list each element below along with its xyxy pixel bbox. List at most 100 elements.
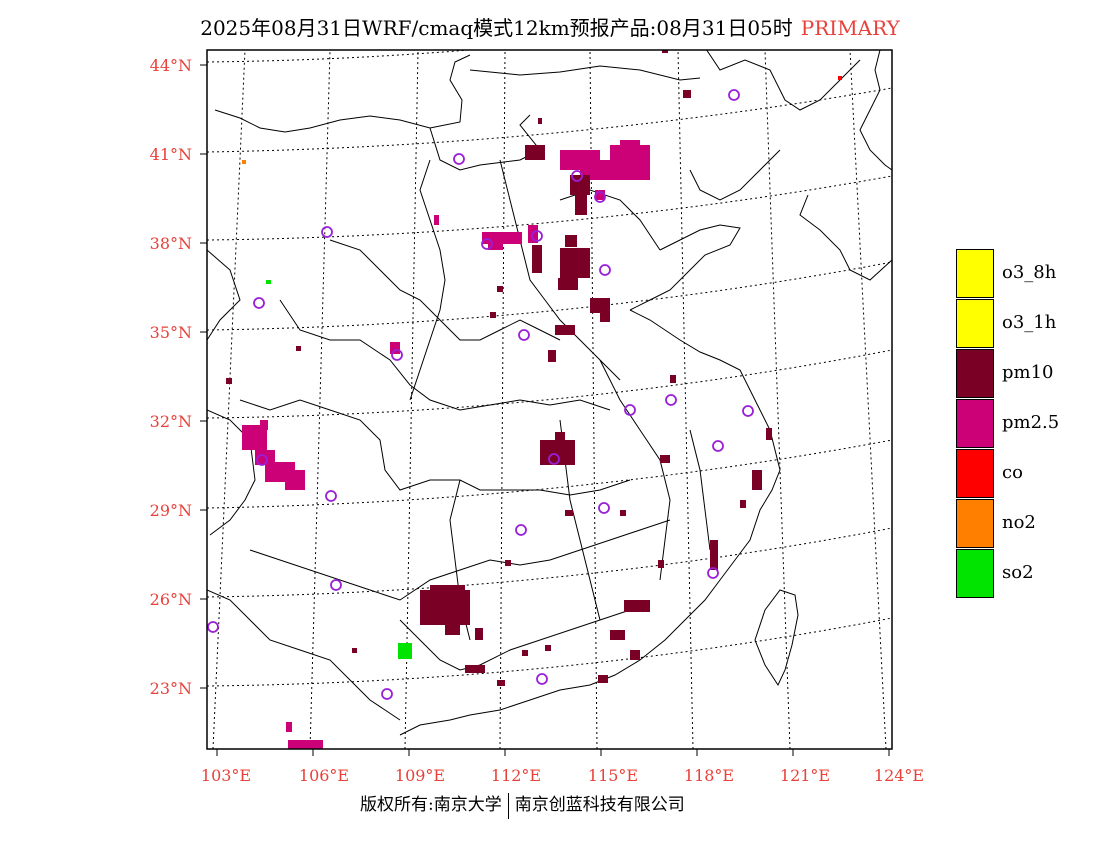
pm25-cell: [488, 242, 503, 250]
graticule: [207, 50, 892, 749]
pm10-cell: [565, 235, 577, 247]
station-marker: [381, 688, 393, 700]
legend-item-co: co: [956, 449, 1096, 499]
lat-label-44n: 44°N: [150, 56, 192, 75]
station-markers: [207, 89, 754, 700]
station-marker: [391, 349, 403, 361]
lat-label-38n: 38°N: [150, 234, 192, 253]
legend-swatch-co: [956, 449, 994, 498]
pm10-cell: [683, 90, 691, 98]
pm10-cell: [497, 286, 503, 292]
legend-swatch-no2: [956, 499, 994, 548]
pm25-cell: [285, 470, 305, 490]
pm10-cell: [352, 648, 357, 653]
pm10-cell: [766, 428, 772, 440]
station-marker: [453, 153, 465, 165]
pm10-cell: [662, 50, 668, 53]
pm10-cell: [532, 245, 542, 273]
pollutant-legend: o3_8h o3_1h pm10 pm2.5 co no2 so2: [956, 249, 1096, 599]
station-marker: [325, 490, 337, 502]
pm10-cell: [497, 680, 505, 686]
pm10-cell: [598, 675, 608, 683]
legend-item-no2: no2: [956, 499, 1096, 549]
pm25-cell: [288, 740, 323, 749]
pm10-cell: [555, 325, 575, 335]
legend-item-o3-1h: o3_1h: [956, 299, 1096, 349]
station-marker: [599, 264, 611, 276]
pm10-cell: [575, 185, 587, 215]
lon-label-103e: 103°E: [201, 766, 251, 785]
station-marker: [624, 404, 636, 416]
legend-swatch-o3-1h: [956, 299, 994, 348]
lon-label-112e: 112°E: [491, 766, 541, 785]
station-marker: [330, 579, 342, 591]
station-marker: [598, 502, 610, 514]
lat-label-41n: 41°N: [150, 145, 192, 164]
pm10-cell: [600, 312, 610, 322]
pm10-cell: [752, 470, 762, 490]
pm10-cell: [658, 560, 664, 568]
pm10-cell: [525, 145, 545, 160]
legend-label-o3-1h: o3_1h: [1002, 312, 1057, 333]
axis-ticks: [200, 64, 890, 756]
pm10-cell: [555, 432, 565, 442]
lon-label-118e: 118°E: [684, 766, 734, 785]
pm10-cell: [445, 620, 460, 635]
pm10-cell: [420, 590, 470, 625]
co-cell: [838, 76, 842, 80]
station-marker: [728, 89, 740, 101]
pm10-cell: [540, 440, 575, 465]
pm10-cell: [660, 455, 670, 463]
pm10-cell: [565, 510, 573, 516]
station-marker: [481, 238, 493, 250]
station-marker: [531, 230, 543, 242]
station-marker: [256, 454, 268, 466]
legend-label-pm10: pm10: [1002, 362, 1054, 383]
pm10-cell: [296, 346, 301, 351]
title-text: 2025年08月31日WRF/cmaq模式12km预报产品:08月31日05时: [200, 16, 793, 40]
map-frame: [206, 49, 893, 750]
pm10-cell: [226, 378, 232, 384]
lon-label-109e: 109°E: [395, 766, 445, 785]
lon-label-124e: 124°E: [874, 766, 924, 785]
station-marker: [707, 567, 719, 579]
pm10-cell: [430, 585, 465, 595]
station-marker: [518, 329, 530, 341]
pm10-cell: [538, 118, 542, 124]
station-marker: [536, 673, 548, 685]
station-marker: [594, 191, 606, 203]
legend-label-pm25: pm2.5: [1002, 412, 1060, 433]
legend-swatch-o3-8h: [956, 249, 994, 298]
pm10-cell: [670, 375, 676, 383]
lat-label-35n: 35°N: [150, 323, 192, 342]
station-marker: [571, 170, 583, 182]
pm25-cell: [260, 420, 268, 430]
pm10-cell: [610, 630, 625, 640]
legend-label-o3-8h: o3_8h: [1002, 262, 1057, 283]
so2-cell: [398, 643, 412, 659]
legend-label-co: co: [1002, 462, 1023, 483]
legend-item-pm10: pm10: [956, 349, 1096, 399]
lat-label-26n: 26°N: [150, 590, 192, 609]
pm10-cell: [624, 600, 650, 612]
legend-label-so2: so2: [1002, 562, 1034, 583]
pm10-cell: [465, 665, 485, 673]
pm25-cell: [255, 450, 275, 465]
legend-label-no2: no2: [1002, 512, 1036, 533]
pm25-cell: [595, 190, 605, 200]
lat-label-32n: 32°N: [150, 412, 192, 431]
station-marker: [321, 226, 333, 238]
pm25-cell: [286, 722, 292, 732]
province-boundaries: [207, 50, 892, 736]
pm25-cell: [390, 342, 400, 354]
pm10-cell: [630, 650, 640, 660]
station-marker: [712, 440, 724, 452]
lon-label-106e: 106°E: [299, 766, 349, 785]
station-marker: [665, 394, 677, 406]
lon-label-121e: 121°E: [780, 766, 830, 785]
pm10-cell: [548, 350, 556, 362]
station-marker: [207, 621, 219, 633]
pm10-cell: [522, 650, 528, 656]
pm10-cell: [590, 298, 610, 313]
